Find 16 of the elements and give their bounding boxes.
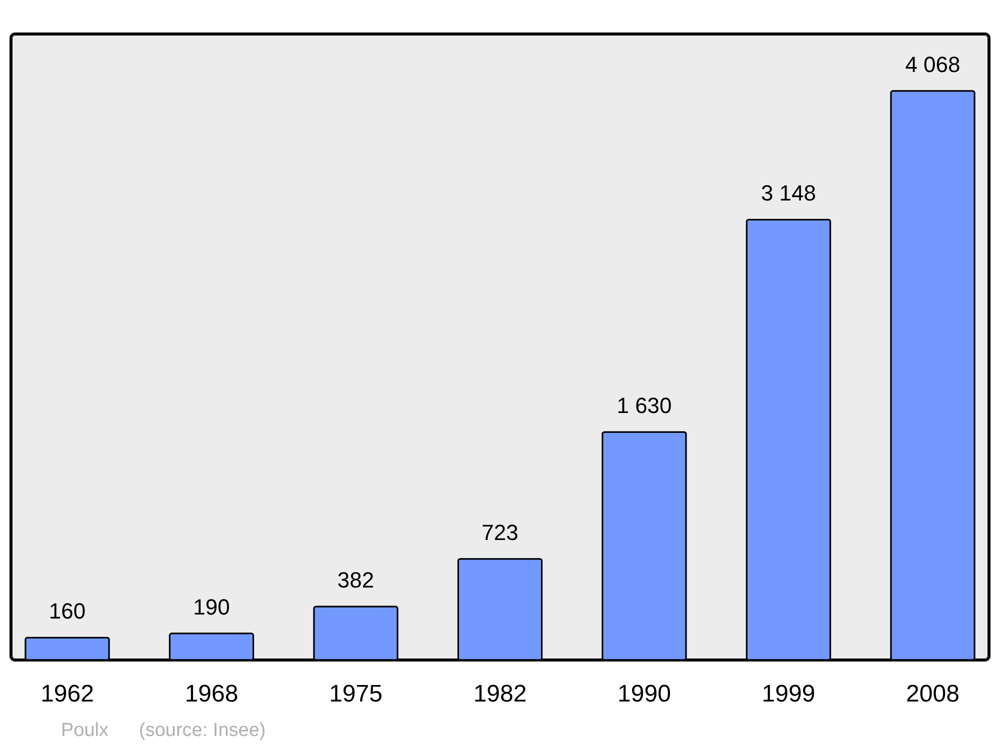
x-tick-label: 2008 [906, 680, 960, 708]
data-label: 3 148 [760, 180, 816, 206]
x-tick-label: 1990 [618, 680, 671, 708]
data-label: 160 [48, 598, 86, 624]
x-tick-label: 1999 [762, 680, 816, 708]
data-label: 190 [193, 594, 230, 620]
text: (source: Insee) [139, 720, 266, 741]
data-label: 1 630 [616, 392, 672, 418]
x-tick-label: 1968 [184, 680, 238, 708]
x-tick-label: 1962 [40, 680, 94, 708]
data-label: 723 [482, 520, 518, 545]
x-tick-label: 1975 [329, 680, 382, 708]
x-tick-label: 1982 [473, 680, 527, 708]
text: Poulx [61, 720, 110, 741]
data-label: 382 [337, 568, 374, 593]
data-label: 4 068 [905, 52, 960, 77]
